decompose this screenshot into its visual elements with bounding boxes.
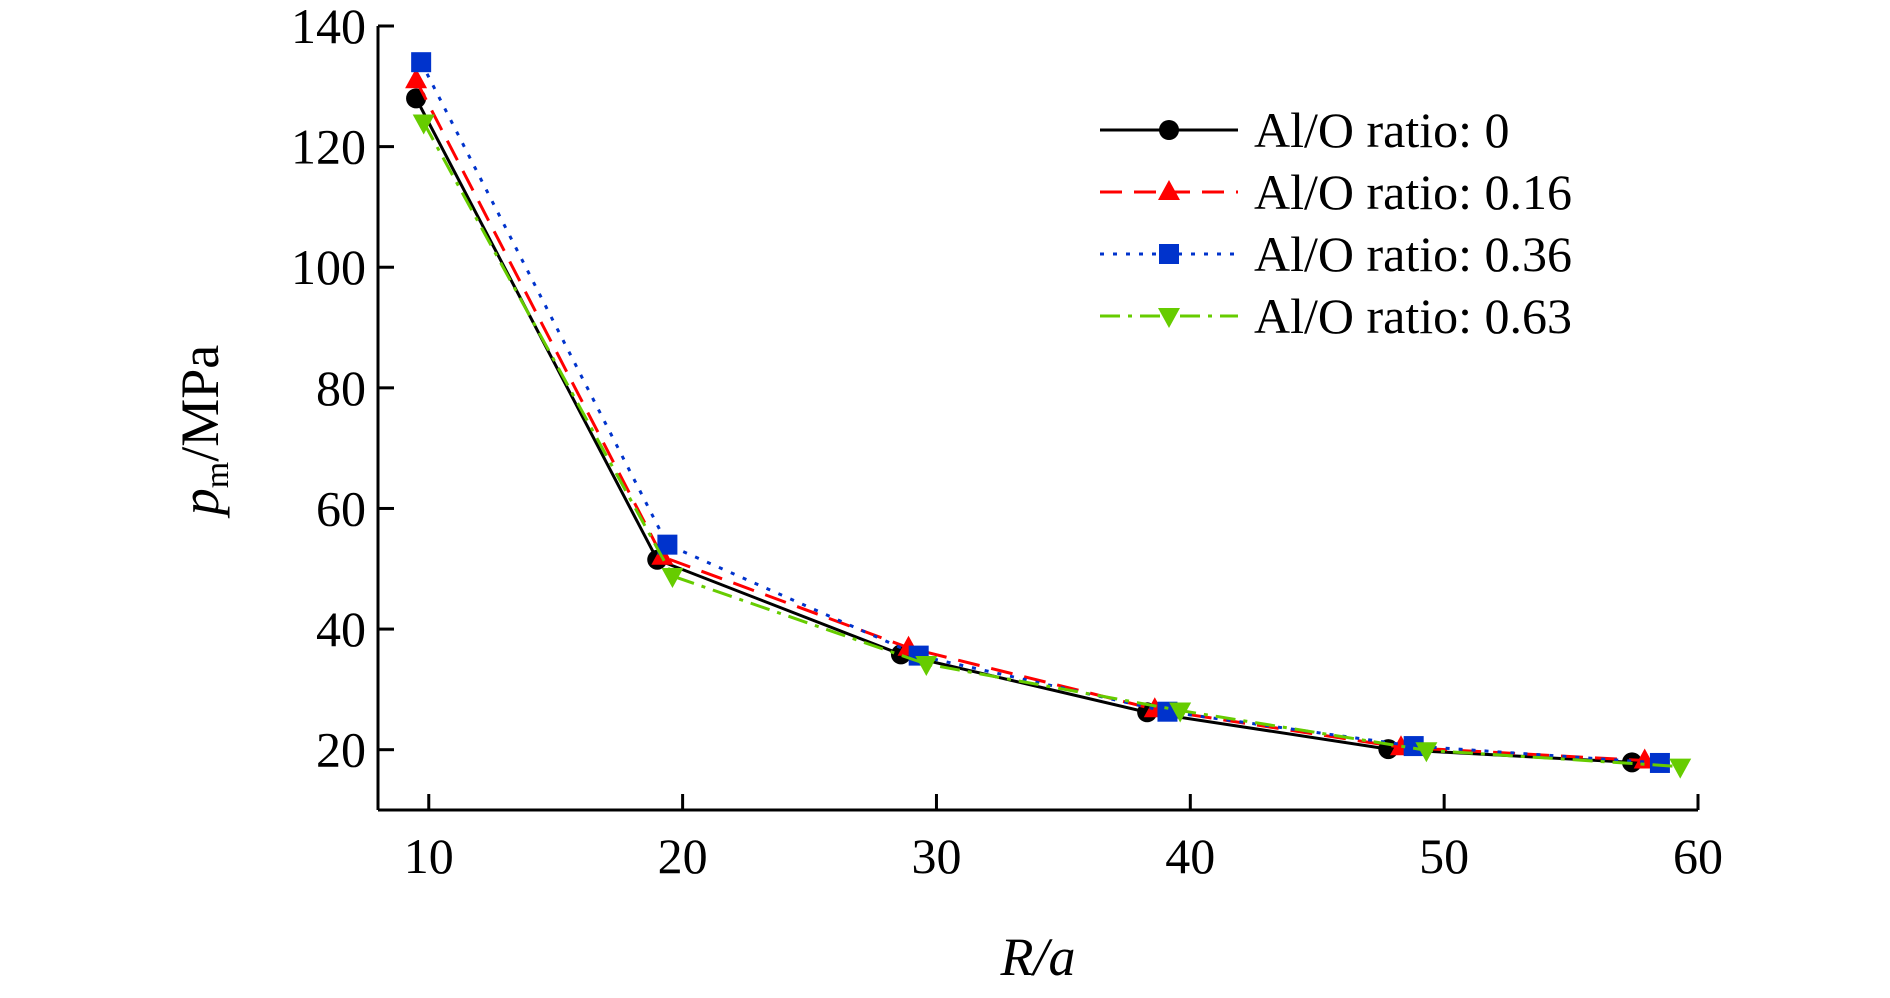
series-2 (411, 52, 1670, 773)
y-axis-title: pm/MPa (170, 345, 236, 520)
y-tick-label: 120 (291, 119, 366, 175)
data-point (1169, 702, 1192, 723)
x-tick-label: 30 (911, 828, 961, 884)
legend-label: Al/O ratio: 0.63 (1254, 288, 1572, 344)
x-tick-label: 40 (1165, 828, 1215, 884)
data-point (412, 114, 435, 135)
y-ticks: 20 40 60 80 100 120 140 (291, 0, 394, 778)
data-point (411, 52, 432, 73)
x-tick-label: 10 (404, 828, 454, 884)
series-group (405, 52, 1692, 779)
data-point (657, 534, 678, 555)
x-ticks: 10 20 30 40 50 60 (404, 794, 1723, 884)
y-tick-label: 140 (291, 0, 366, 54)
legend-marker (1158, 180, 1180, 200)
x-tick-label: 20 (658, 828, 708, 884)
x-axis-title-main: R (999, 927, 1033, 987)
y-tick-label: 20 (316, 722, 366, 778)
data-point (1669, 758, 1692, 779)
series-line (422, 121, 1681, 769)
y-tick-label: 100 (291, 239, 366, 295)
legend-marker (1159, 244, 1179, 264)
x-axis-title: R/a (999, 927, 1075, 987)
data-point (661, 568, 684, 589)
data-point (1403, 736, 1424, 757)
data-point (1415, 742, 1438, 763)
series-3 (412, 114, 1692, 779)
data-point (406, 88, 427, 109)
y-axis-title-main: p (170, 488, 230, 519)
data-point (405, 68, 428, 89)
x-tick-label: 50 (1419, 828, 1469, 884)
legend-marker (1158, 308, 1180, 328)
x-tick-label: 60 (1673, 828, 1723, 884)
y-tick-label: 40 (316, 601, 366, 657)
x-axis-title-rest: /a (1030, 927, 1075, 987)
axes (376, 26, 1698, 812)
legend: Al/O ratio: 0 Al/O ratio: 0.16 Al/O ratio:… (1100, 102, 1572, 344)
y-tick-label: 80 (316, 360, 366, 416)
y-axis-title-sub: m (199, 462, 236, 488)
legend-label: Al/O ratio: 0.36 (1254, 226, 1572, 282)
legend-label: Al/O ratio: 0 (1254, 102, 1510, 158)
y-tick-label: 60 (316, 480, 366, 536)
data-point (1649, 752, 1670, 773)
legend-marker (1159, 120, 1179, 140)
data-point (915, 656, 938, 677)
legend-label: Al/O ratio: 0.16 (1254, 164, 1572, 220)
y-axis-title-unit: /MPa (170, 345, 230, 462)
series-line (414, 79, 1645, 763)
